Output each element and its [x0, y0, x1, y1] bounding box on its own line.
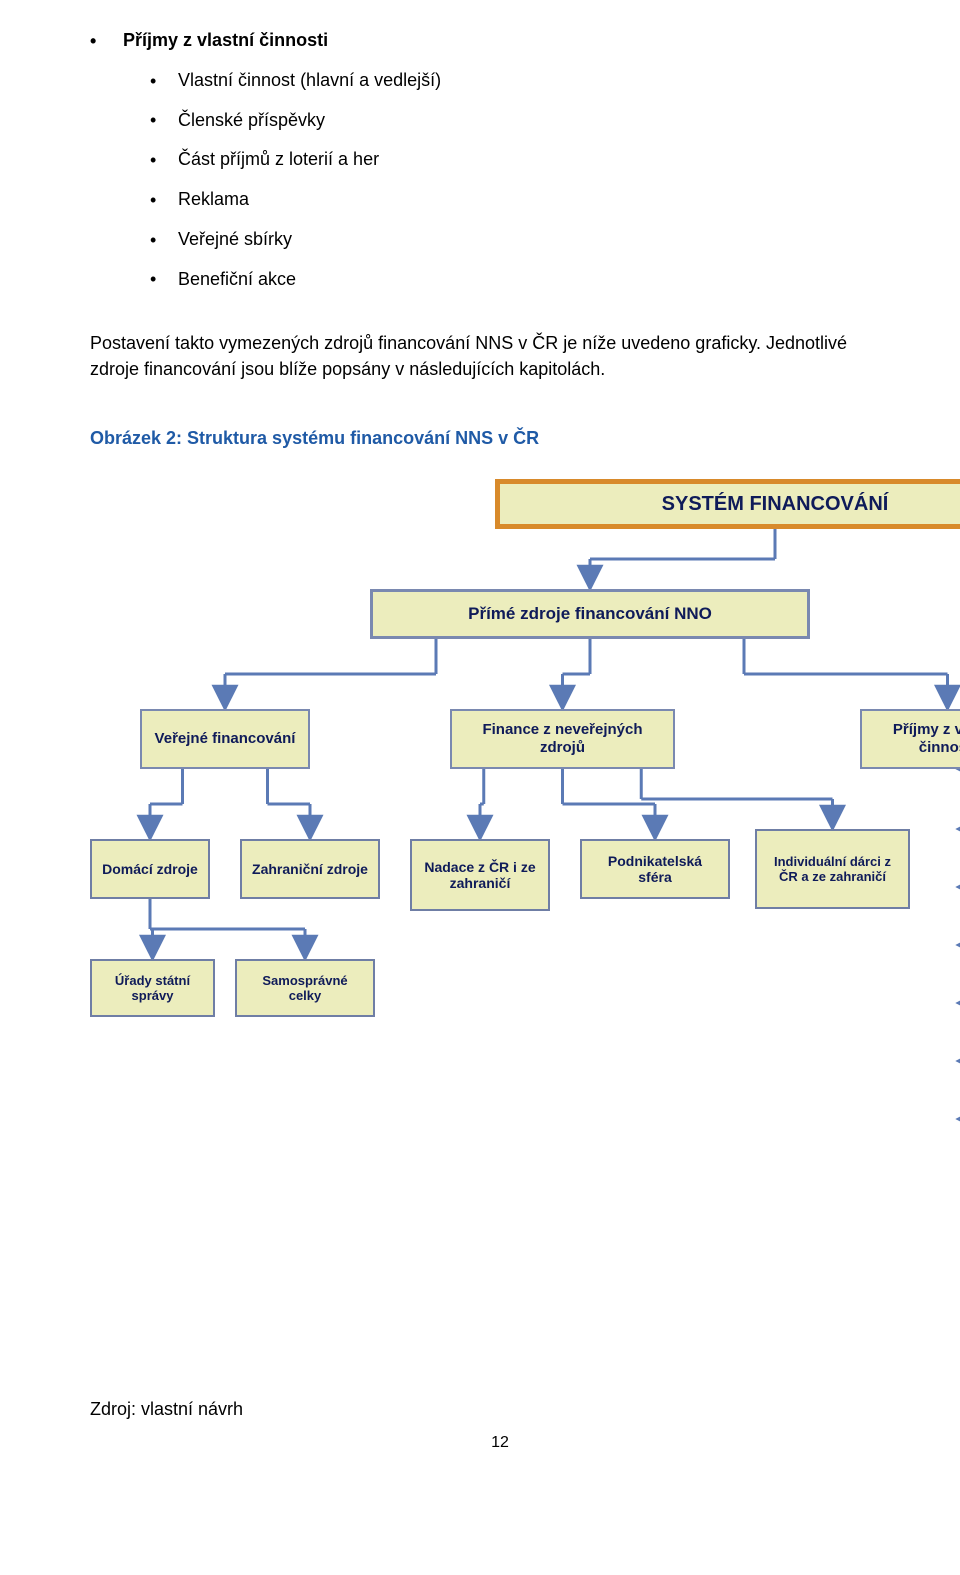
bullet-icon: • [150, 71, 178, 92]
list-item: •Část příjmů z loterií a her [150, 149, 960, 171]
list-item-text: Členské příspěvky [178, 110, 325, 130]
list-item: •Benefiční akce [150, 269, 960, 291]
page-number: 12 [90, 1434, 910, 1452]
diagram-node-podnik: Podnikatelská sféra [580, 839, 730, 899]
list-item-text: Část příjmů z loterií a her [178, 149, 379, 169]
bullet-icon: • [150, 230, 178, 251]
diagram-node-nevrej: Finance z neveřejných zdrojů [450, 709, 675, 769]
figure-title: Obrázek 2: Struktura systému financování… [90, 428, 960, 449]
diagram-node-verej: Veřejné financování [140, 709, 310, 769]
diagram-node-vlast: Příjmy z vlastní činnosti [860, 709, 960, 769]
diagram-node-root: SYSTÉM FINANCOVÁNÍ [495, 479, 960, 529]
list-item-text: Veřejné sbírky [178, 229, 292, 249]
list-item-text: Reklama [178, 189, 249, 209]
diagram-node-zahr: Zahraniční zdroje [240, 839, 380, 899]
diagram-node-darci: Individuální dárci z ČR a ze zahraničí [755, 829, 910, 909]
diagram-node-prime: Přímé zdroje financování NNO [370, 589, 810, 639]
diagram-edges [90, 469, 960, 1169]
paragraph-text: Postavení takto vymezených zdrojů financ… [90, 330, 850, 382]
source-line: Zdroj: vlastní návrh [90, 1399, 960, 1420]
list-item-text: Benefiční akce [178, 269, 296, 289]
list-item: •Vlastní činnost (hlavní a vedlejší) [150, 70, 960, 92]
income-list: • Příjmy z vlastní činnosti •Vlastní čin… [90, 30, 960, 290]
bullet-icon: • [150, 269, 178, 290]
list-heading-text: Příjmy z vlastní činnosti [123, 30, 328, 50]
list-item: •Členské příspěvky [150, 110, 960, 132]
diagram-viewport: SYSTÉM FINANCOVÁNÍ Přímé zdroje financová… [90, 469, 960, 1169]
diagram-node-dom: Domácí zdroje [90, 839, 210, 899]
list-item: •Reklama [150, 189, 960, 211]
bullet-icon: • [150, 110, 178, 131]
bullet-icon: • [150, 150, 178, 171]
diagram-node-urady: Úřady státní správy [90, 959, 215, 1017]
diagram-node-celky: Samosprávné celky [235, 959, 375, 1017]
list-item: •Veřejné sbírky [150, 229, 960, 251]
sublist: •Vlastní činnost (hlavní a vedlejší)•Čle… [150, 70, 960, 291]
bullet-icon: • [150, 190, 178, 211]
list-heading: • Příjmy z vlastní činnosti [90, 30, 960, 52]
diagram-node-nadace: Nadace z ČR i ze zahraničí [410, 839, 550, 911]
list-item-text: Vlastní činnost (hlavní a vedlejší) [178, 70, 441, 90]
bullet-icon: • [90, 31, 118, 52]
financing-diagram: SYSTÉM FINANCOVÁNÍ Přímé zdroje financová… [90, 469, 960, 1169]
